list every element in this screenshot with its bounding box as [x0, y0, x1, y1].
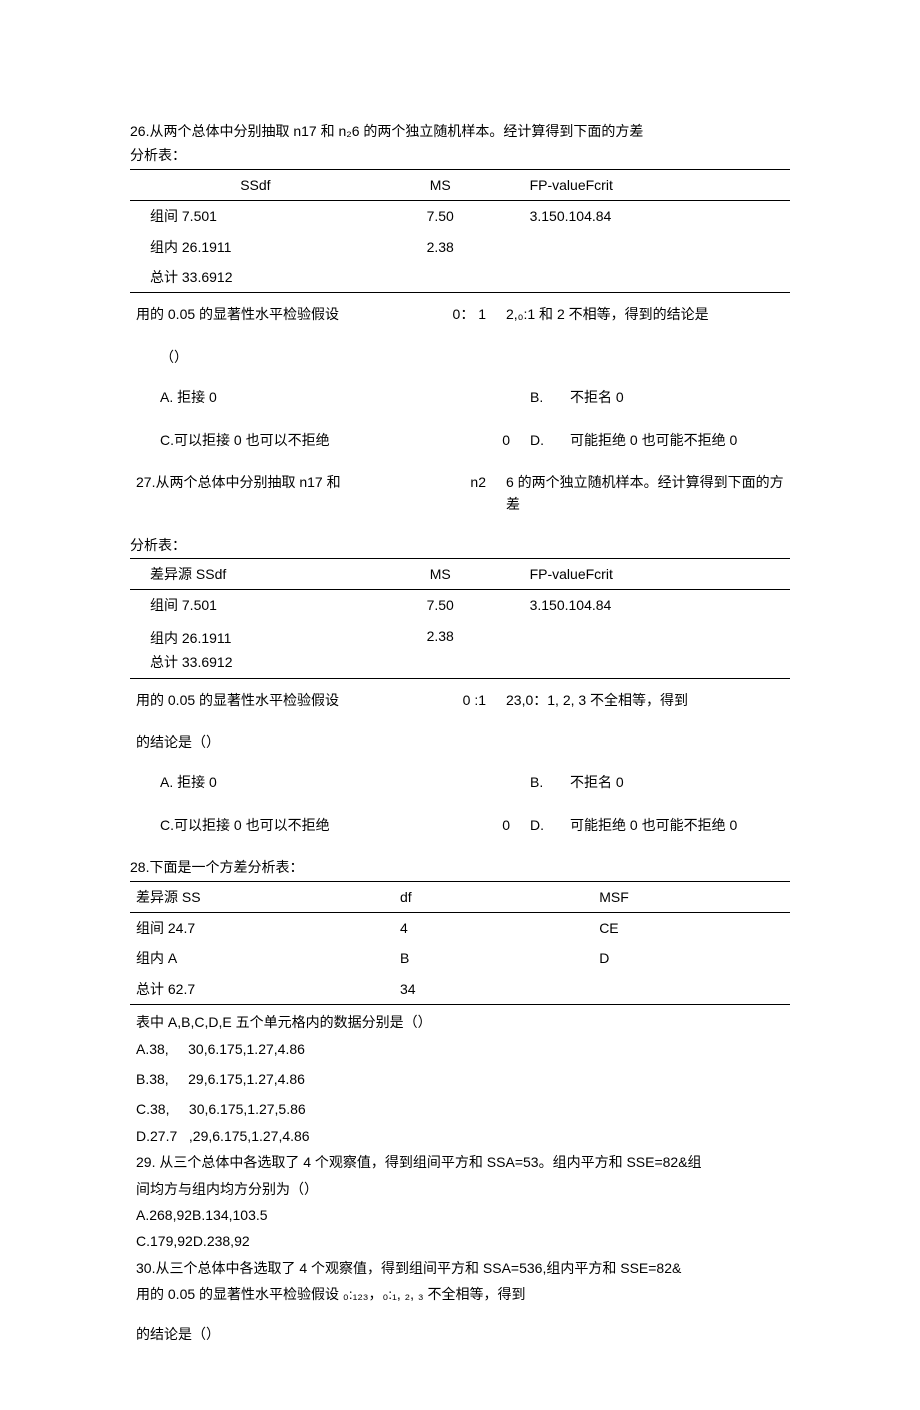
q27-opt-ab: A. 拒接 0 B. 不拒名 0	[130, 771, 790, 793]
q27-stem-c: 23,0：1, 2, 3 不全相等，得到	[506, 689, 790, 711]
q27-stem2: 的结论是（）	[130, 731, 790, 753]
q26-table: SSdf MS FP-valueFcrit 组间 7.501 7.50 3.15…	[130, 169, 790, 294]
q28-intro: 28.下面是一个方差分析表：	[130, 856, 790, 878]
q28-r2-c1: 组内 A	[130, 943, 394, 973]
q26-opt-b-txt: 不拒名 0	[570, 386, 790, 408]
q28-table: 差异源 SS df MSF 组间 24.7 4 CE 组内 A B D 总计 6…	[130, 881, 790, 1006]
q27-r1-c2: 7.50	[381, 590, 500, 621]
q28-hdr-c2: df	[394, 881, 539, 912]
q27-opt-d-txt: 可能拒绝 0 也可能不拒绝 0	[570, 814, 790, 836]
q27-stem-a: 用的 0.05 的显著性水平检验假设	[130, 689, 426, 711]
q27-table: 差异源 SSdf MS FP-valueFcrit 组间 7.501 7.50 …	[130, 558, 790, 679]
q26-stem: 用的 0.05 的显著性水平检验假设 0： 1 2,₀:1 和 2 不相等，得到…	[130, 303, 790, 325]
q26-intro-2: 分析表：	[130, 144, 790, 166]
q26-paren: （）	[130, 346, 790, 368]
q26-opt-c: C.可以拒接 0 也可以不拒绝	[130, 429, 450, 451]
q28-r2-c3: D	[539, 943, 790, 973]
q28-r3-c3	[539, 974, 790, 1005]
q27-intro-a: 27.从两个总体中分别抽取 n17 和	[130, 471, 426, 516]
q26-opt-d-lbl: D.	[530, 429, 570, 451]
q26-opt-b-lbl: B.	[530, 386, 570, 408]
q30-l2: 用的 0.05 的显著性水平检验假设 ₀:₁₂₃，₀:₁, ₂, ₃ 不全相等，…	[130, 1283, 790, 1305]
q29-l2: 间均方与组内均方分别为（）	[130, 1178, 790, 1200]
q27-opt-a: A. 拒接 0	[130, 771, 450, 793]
q26-stem-a: 用的 0.05 的显著性水平检验假设	[130, 303, 426, 325]
q27-hdr-c3: FP-valueFcrit	[500, 559, 790, 590]
q27-r3-c3	[500, 651, 790, 678]
q27-opt-b-txt: 不拒名 0	[570, 771, 790, 793]
q27-r1-c3: 3.150.104.84	[500, 590, 790, 621]
q27-intro-c: 6 的两个独立随机样本。经计算得到下面的方差	[506, 471, 790, 516]
q26-opt-d-txt: 可能拒绝 0 也可能不拒绝 0	[570, 429, 790, 451]
q27-r2-c2: 2.38	[381, 621, 500, 651]
q28-stem: 表中 A,B,C,D,E 五个单元格内的数据分别是（）	[130, 1011, 790, 1033]
q26-intro-1: 26.从两个总体中分别抽取 n17 和 n₂6 的两个独立随机样本。经计算得到下…	[130, 120, 790, 142]
q27-opt-c-mid: 0	[450, 814, 530, 836]
q26-r1-c1: 组间 7.501	[130, 201, 381, 232]
q26-r1-c3: 3.150.104.84	[500, 201, 790, 232]
q28-r3-c1: 总计 62.7	[130, 974, 394, 1005]
q26-r2-c2: 2.38	[381, 232, 500, 262]
q28-hdr-c1: 差异源 SS	[130, 881, 394, 912]
q27-opt-c: C.可以拒接 0 也可以不拒绝	[130, 814, 450, 836]
q26-stem-b: 0： 1	[426, 303, 506, 325]
q26-stem-c: 2,₀:1 和 2 不相等，得到的结论是	[506, 303, 790, 325]
q28-opt-b: B.38, 29,6.175,1.27,4.86	[130, 1068, 790, 1090]
q26-r3-c3	[500, 262, 790, 293]
q27-r1-c1: 组间 7.501	[130, 590, 381, 621]
q26-r3-c2	[381, 262, 500, 293]
q28-r2-c2: B	[394, 943, 539, 973]
q27-intro-b: n2	[426, 471, 506, 516]
q27-opt-d-lbl: D.	[530, 814, 570, 836]
q26-opt-a: A. 拒接 0	[130, 386, 450, 408]
q27-opt-cd: C.可以拒接 0 也可以不拒绝 0 D. 可能拒绝 0 也可能不拒绝 0	[130, 814, 790, 836]
q26-opt-cd: C.可以拒接 0 也可以不拒绝 0 D. 可能拒绝 0 也可能不拒绝 0	[130, 429, 790, 451]
q29-opt-b: C.179,92D.238,92	[130, 1230, 790, 1252]
q26-opt-c-mid: 0	[450, 429, 530, 451]
q27-intro-2: 分析表：	[130, 534, 790, 556]
q30-l1: 30.从三个总体中各选取了 4 个观察值，得到组间平方和 SSA=536,组内平…	[130, 1257, 790, 1279]
q28-r3-c2: 34	[394, 974, 539, 1005]
q28-opt-a: A.38, 30,6.175,1.27,4.86	[130, 1038, 790, 1060]
q27-stem: 用的 0.05 的显著性水平检验假设 0 :1 23,0：1, 2, 3 不全相…	[130, 689, 790, 711]
q26-r3-c1: 总计 33.6912	[130, 262, 381, 293]
q26-hdr-c1: SSdf	[130, 169, 381, 200]
q27-hdr-c1: 差异源 SSdf	[130, 559, 381, 590]
q26-hdr-c3: FP-valueFcrit	[500, 169, 790, 200]
q27-stem-b: 0 :1	[426, 689, 506, 711]
q29-opt-a: A.268,92B.134,103.5	[130, 1204, 790, 1226]
q28-opt-d: D.27.7 ,29,6.175,1.27,4.86	[130, 1125, 790, 1147]
q28-r1-c2: 4	[394, 912, 539, 943]
q30-l3: 的结论是（）	[130, 1323, 790, 1345]
q26-r2-c1: 组内 26.1911	[130, 232, 381, 262]
q27-r2-c3	[500, 621, 790, 651]
q26-opt-ab: A. 拒接 0 B. 不拒名 0	[130, 386, 790, 408]
q27-intro: 27.从两个总体中分别抽取 n17 和 n2 6 的两个独立随机样本。经计算得到…	[130, 471, 790, 516]
q26-hdr-c2: MS	[381, 169, 500, 200]
q27-r3-c2	[381, 651, 500, 678]
q27-hdr-c2: MS	[381, 559, 500, 590]
q28-r1-c1: 组间 24.7	[130, 912, 394, 943]
q27-r2-c1: 组内 26.1911	[130, 621, 381, 651]
q27-r3-c1: 总计 33.6912	[130, 651, 381, 678]
q26-r2-c3	[500, 232, 790, 262]
q26-r1-c2: 7.50	[381, 201, 500, 232]
q28-hdr-c3: MSF	[539, 881, 790, 912]
q28-r1-c3: CE	[539, 912, 790, 943]
q28-opt-c: C.38, 30,6.175,1.27,5.86	[130, 1098, 790, 1120]
q29-l1: 29. 从三个总体中各选取了 4 个观察值，得到组间平方和 SSA=53。组内平…	[130, 1151, 790, 1173]
q27-opt-b-lbl: B.	[530, 771, 570, 793]
